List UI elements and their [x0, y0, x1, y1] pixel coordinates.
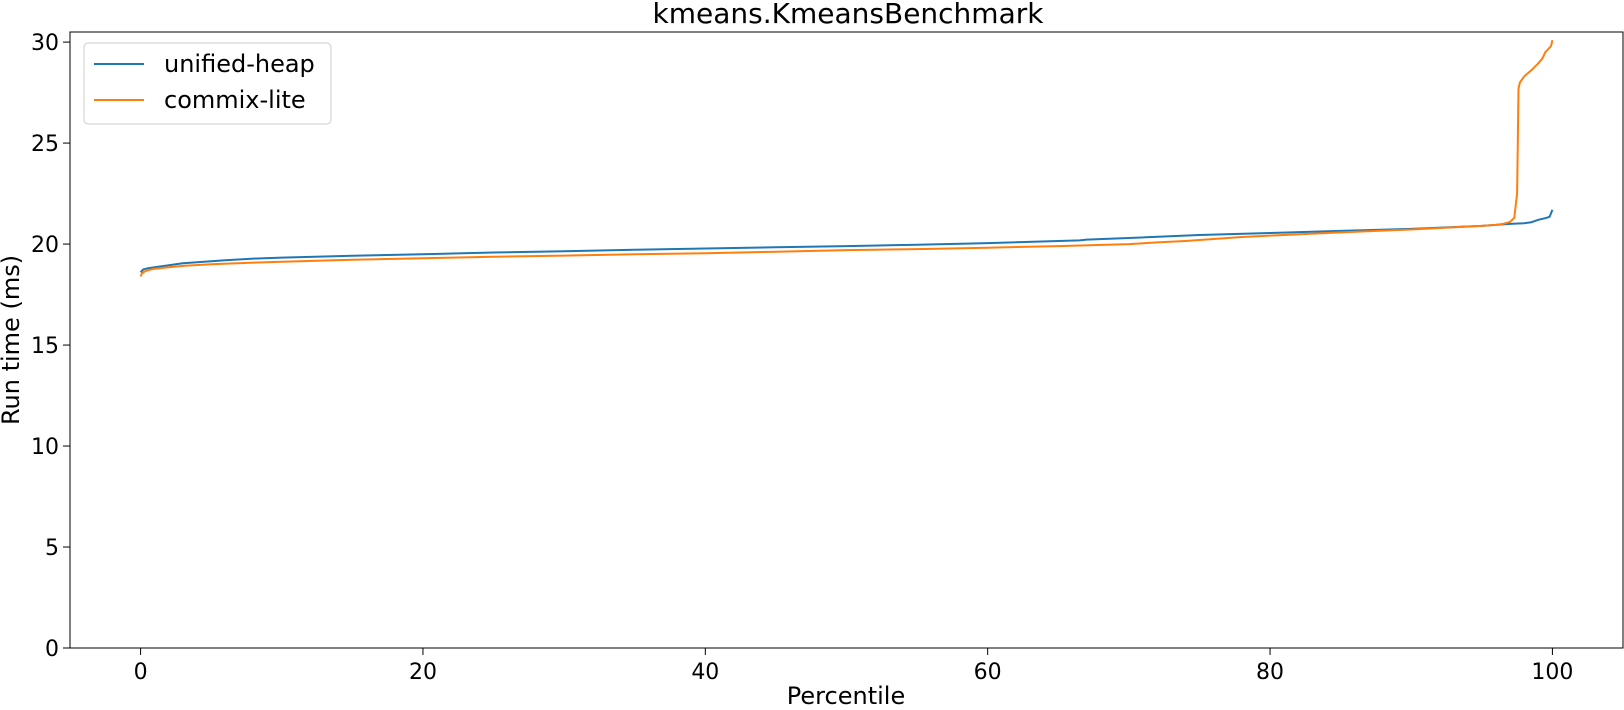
y-axis: 0 5 10 15 20 25 30 — [31, 31, 70, 662]
y-tick-label: 15 — [31, 334, 59, 359]
y-axis-label: Run time (ms) — [0, 255, 25, 425]
x-tick-label: 20 — [409, 660, 437, 685]
x-tick-label: 40 — [691, 660, 719, 685]
y-tick-label: 10 — [31, 435, 59, 460]
legend-label-unified-heap: unified-heap — [164, 50, 315, 78]
legend-label-commix-lite: commix-lite — [164, 86, 306, 114]
x-axis-label: Percentile — [787, 682, 905, 710]
x-tick-label: 100 — [1531, 660, 1573, 685]
plot-frame — [69, 31, 1624, 649]
y-tick-label: 25 — [31, 132, 59, 157]
plot-area — [139, 39, 1554, 277]
x-tick-label: 80 — [1256, 660, 1284, 685]
x-tick-label: 60 — [974, 660, 1002, 685]
legend-frame — [83, 42, 332, 125]
y-tick-label: 0 — [45, 637, 59, 662]
chart-title: kmeans.KmeansBenchmark — [653, 0, 1045, 30]
y-tick-label: 30 — [31, 31, 59, 56]
series-line-unified-heap — [139, 209, 1554, 273]
legend: unified-heap commix-lite — [83, 42, 332, 125]
y-tick-label: 5 — [45, 536, 59, 561]
y-tick-label: 20 — [31, 233, 59, 258]
x-axis: 0 20 40 60 80 100 — [134, 648, 1573, 685]
x-tick-label: 0 — [134, 660, 148, 685]
series-line-commix-lite — [139, 39, 1554, 277]
